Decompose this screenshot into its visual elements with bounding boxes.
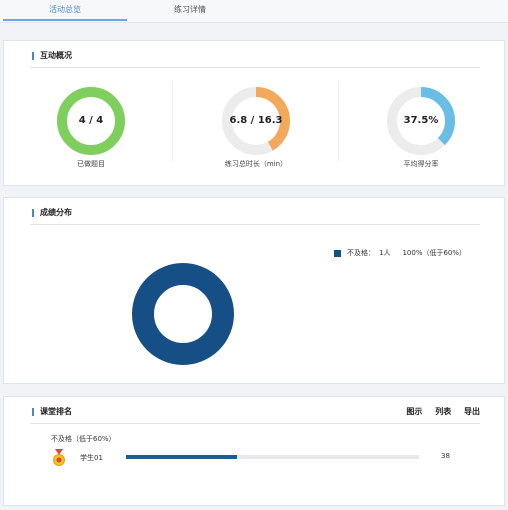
overview-title: 互动概况 <box>30 51 72 61</box>
stat-divider <box>338 81 339 161</box>
pie-slice-0[interactable] <box>132 263 234 365</box>
distribution-legend: 不及格 ： 1人 100%（低于60%） <box>334 248 466 258</box>
student-score-bar <box>126 455 419 459</box>
overview-divider <box>30 67 480 68</box>
tab-bar: 活动总览 练习详情 <box>0 0 508 23</box>
practice-time-caption: 练习总时长（min） <box>224 160 288 168</box>
average-score-donut: 37.5% <box>381 81 461 161</box>
questions-done-value: 4 / 4 <box>78 115 104 126</box>
list-view-button[interactable]: 列表 <box>435 407 452 416</box>
tab-practice-details[interactable]: 练习详情 <box>174 5 206 14</box>
average-score-ring <box>387 87 455 155</box>
student-score-bar-fill <box>126 455 238 459</box>
rank-group-label: 不及格（低于60%） <box>51 435 116 443</box>
average-score-caption: 平均得分率 <box>403 160 439 168</box>
distribution-card: 成绩分布 不及格 ： 1人 100%（低于60%） <box>3 197 505 384</box>
medal-icon <box>53 449 65 466</box>
practice-time-value: 6.8 / 16.3 <box>229 115 283 126</box>
average-score-value: 37.5% <box>403 115 439 126</box>
ring-progress-arc <box>387 87 455 155</box>
chart-view-button[interactable]: 图示 <box>406 407 423 416</box>
ring-progress-arc <box>222 87 290 155</box>
student-name: 学生01 <box>80 454 103 462</box>
student-score: 38 <box>441 452 450 460</box>
distribution-divider <box>30 224 480 225</box>
tab-activity-overview[interactable]: 活动总览 <box>49 5 81 14</box>
ring-progress-arc <box>57 87 125 155</box>
ranking-title: 课堂排名 <box>30 407 72 417</box>
score-distribution-chart <box>132 263 234 365</box>
ranking-divider <box>30 423 480 424</box>
export-button[interactable]: 导出 <box>464 407 480 416</box>
active-tab-indicator <box>3 19 127 21</box>
practice-time-ring <box>222 87 290 155</box>
legend-percent-fail: 100%（低于60%） <box>402 249 467 257</box>
ranking-actions: 图示 列表 导出 <box>396 406 480 417</box>
distribution-title: 成绩分布 <box>30 208 72 218</box>
overview-card: 互动概况 4 / 4 已做题目 6.8 / 16.3 练习总时长（min） 37… <box>3 40 505 186</box>
questions-done-caption: 已做题目 <box>77 160 105 168</box>
stat-divider <box>172 81 173 161</box>
questions-done-ring <box>57 87 125 155</box>
legend-label-fail: 不及格 <box>347 249 368 257</box>
practice-time-donut: 6.8 / 16.3 <box>216 81 296 161</box>
legend-count-fail: 1人 <box>379 249 391 257</box>
legend-swatch-fail <box>334 249 341 257</box>
ranking-card: 课堂排名 图示 列表 导出 不及格（低于60%） 学生01 38 <box>3 396 505 506</box>
questions-done-donut: 4 / 4 <box>51 81 131 161</box>
